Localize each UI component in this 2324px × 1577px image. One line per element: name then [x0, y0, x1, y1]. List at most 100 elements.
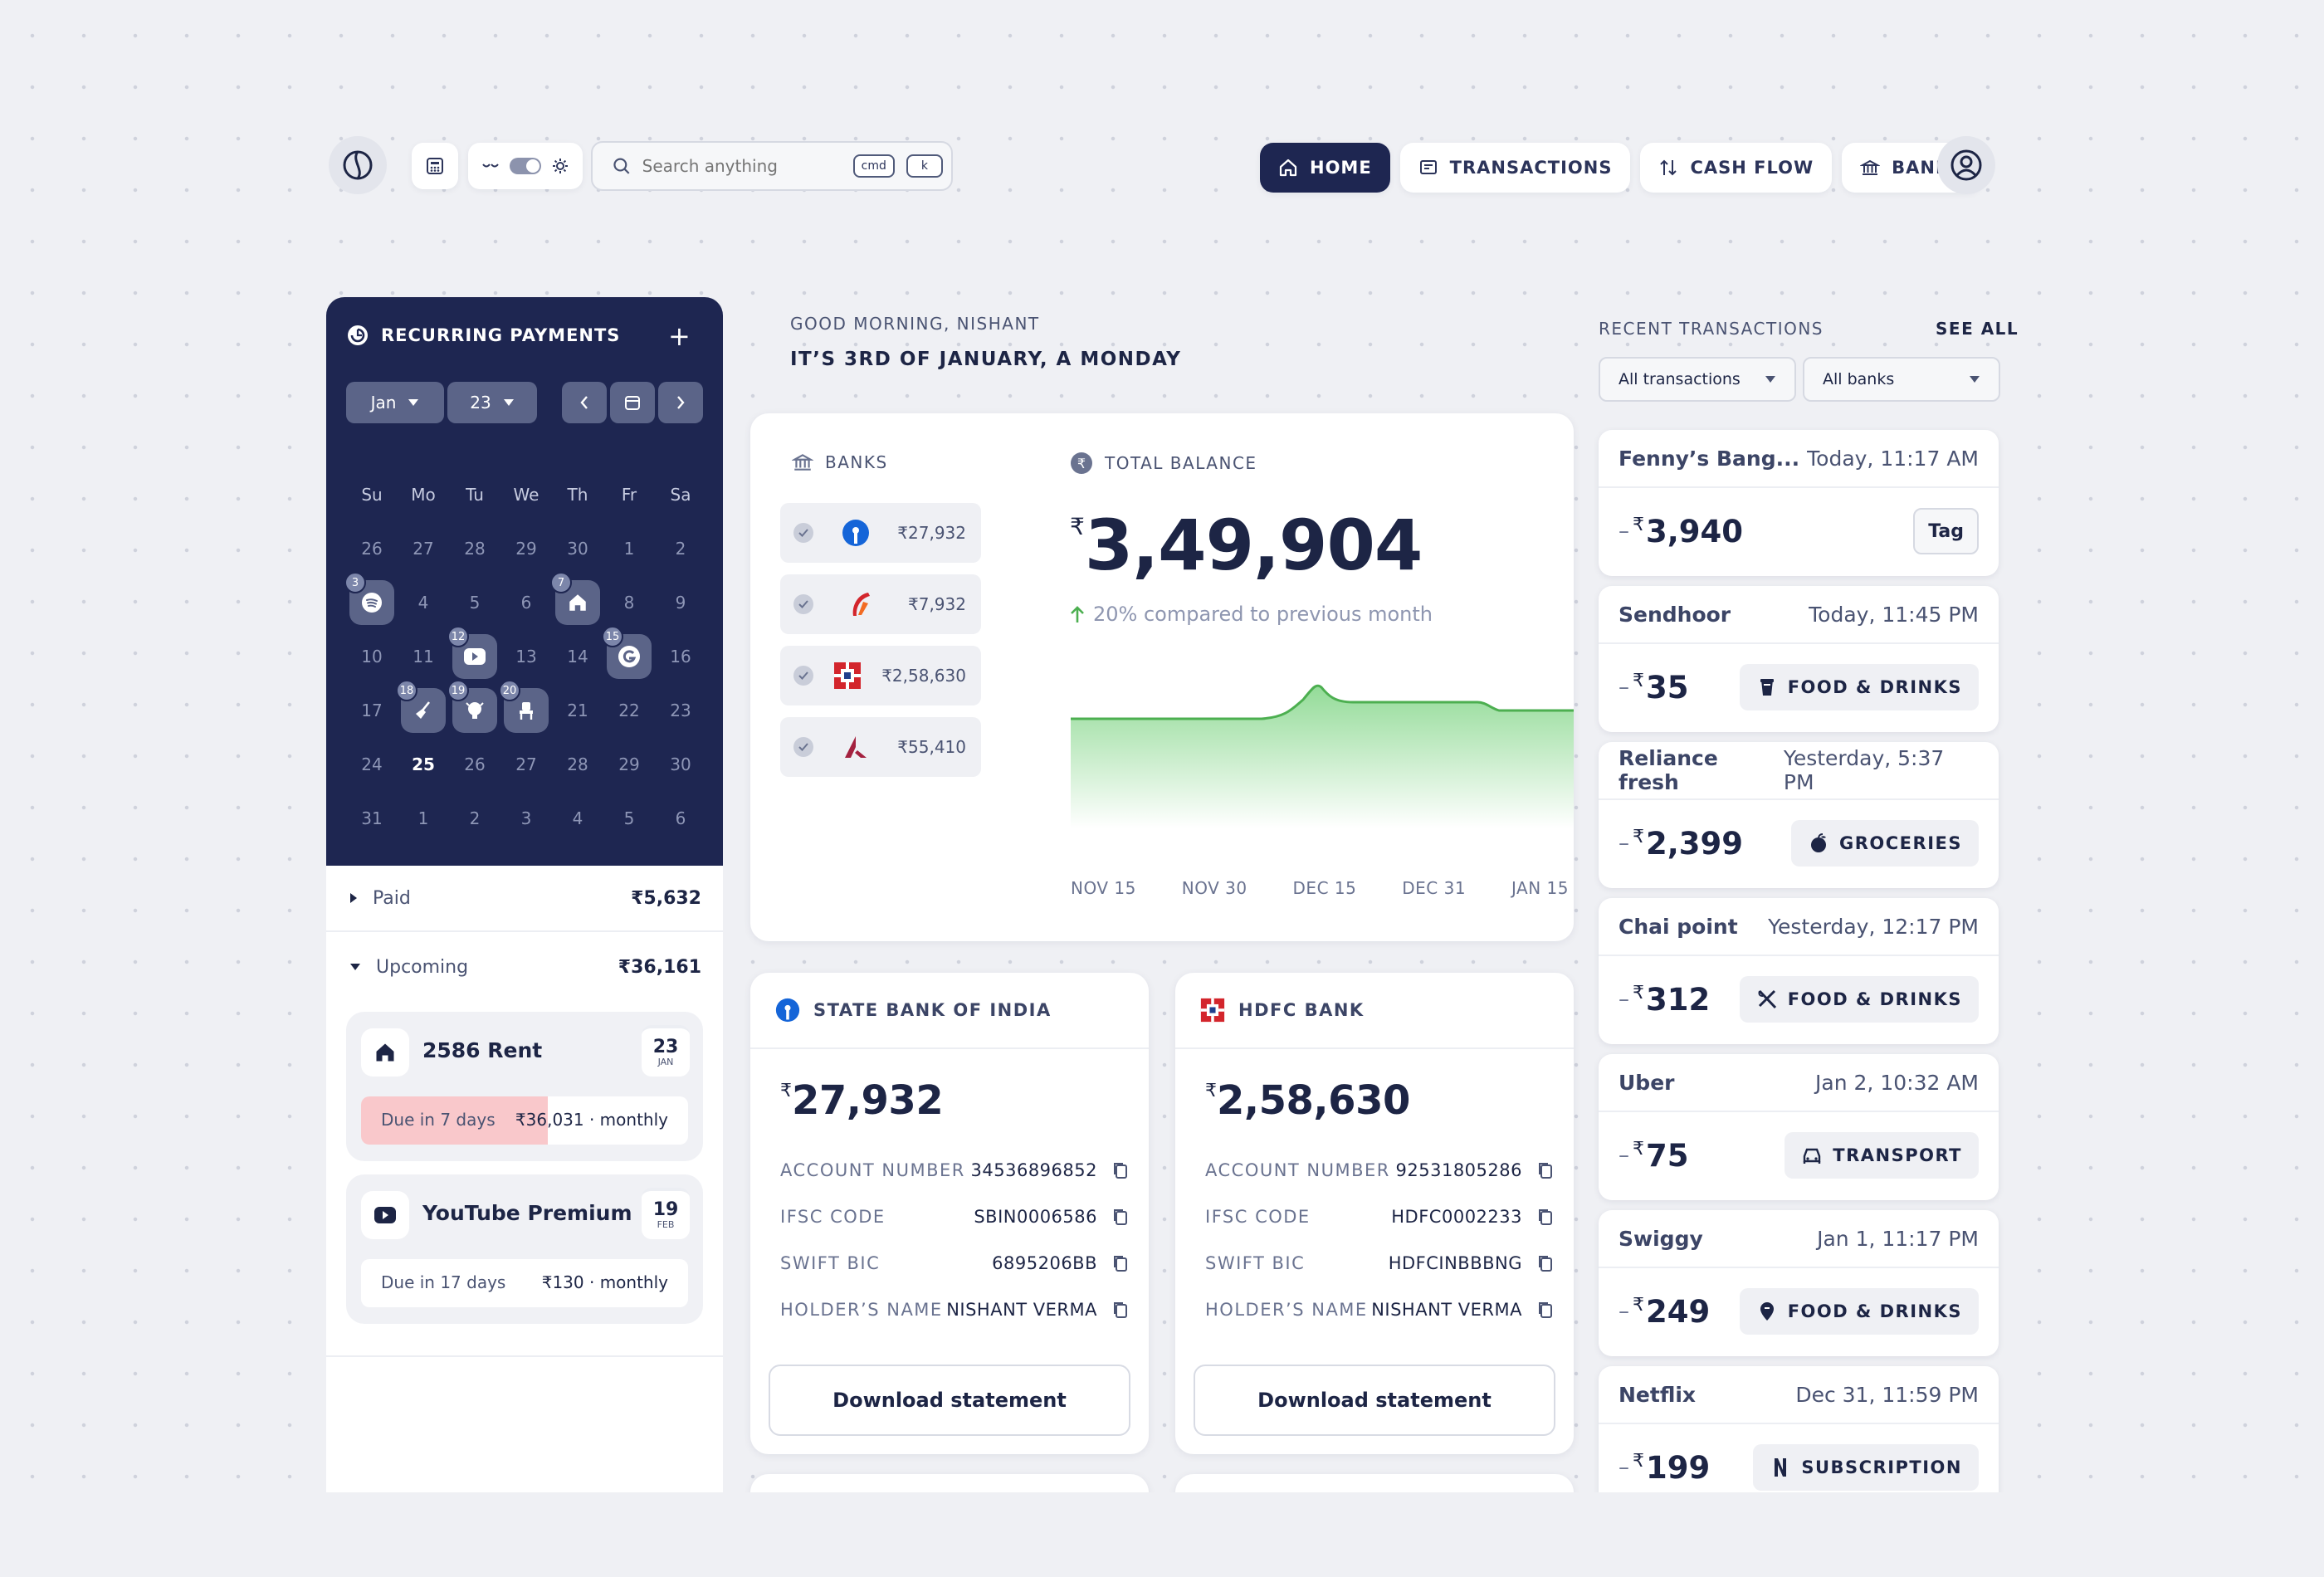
copy-icon[interactable] [1112, 1254, 1129, 1272]
category-tag[interactable]: TRANSPORT [1784, 1132, 1979, 1179]
calendar-event[interactable] [452, 633, 497, 679]
calendar-day[interactable]: 16 [670, 646, 691, 666]
category-tag[interactable]: FOOD & DRINKS [1739, 976, 1979, 1023]
calendar-day[interactable]: 3 [344, 572, 398, 629]
calendar-day[interactable]: 27 [515, 754, 537, 774]
category-tag[interactable]: FOOD & DRINKS [1739, 664, 1979, 710]
calendar-day[interactable]: 5 [623, 808, 635, 828]
calendar-day[interactable]: 22 [618, 700, 640, 720]
copy-icon[interactable] [1537, 1161, 1554, 1179]
calendar-day[interactable]: 7 [550, 572, 603, 629]
calendar-day[interactable]: 23 [670, 700, 691, 720]
transaction-name: Uber [1618, 1070, 1675, 1095]
copy-icon[interactable] [1537, 1301, 1554, 1319]
calendar-day[interactable]: 17 [361, 700, 383, 720]
add-recurring-button[interactable]: + [668, 320, 691, 352]
calendar-day[interactable]: 26 [361, 538, 383, 559]
category-tag[interactable]: SUBSCRIPTION [1753, 1444, 1979, 1491]
transaction-card[interactable]: Uber Jan 2, 10:32 AM – ₹75 TRANSPORT [1599, 1054, 1999, 1200]
download-statement-button[interactable]: Download statement [1194, 1365, 1555, 1436]
prev-month-button[interactable] [562, 382, 607, 423]
copy-icon[interactable] [1112, 1301, 1129, 1319]
calendar-day[interactable]: 20 [499, 680, 552, 737]
see-all-link[interactable]: SEE ALL [1936, 319, 2019, 339]
calendar-day[interactable]: 3 [520, 808, 532, 828]
calendar-day[interactable]: 25 [412, 754, 435, 774]
nav-home[interactable]: HOME [1260, 143, 1390, 193]
calendar-day[interactable]: 27 [413, 538, 434, 559]
month-select[interactable]: Jan [346, 382, 444, 423]
next-month-button[interactable] [658, 382, 703, 423]
transaction-card[interactable]: Swiggy Jan 1, 11:17 PM – ₹249 FOOD & DRINK… [1599, 1210, 1999, 1356]
nav-transactions[interactable]: TRANSACTIONS [1399, 143, 1631, 193]
paid-row[interactable]: Paid ₹5,632 [326, 866, 723, 932]
calendar-day[interactable]: 18 [396, 680, 449, 737]
transaction-card[interactable]: Netflix Dec 31, 11:59 PM – ₹199 SUBSCRIPTI… [1599, 1366, 1999, 1512]
bank-chip-2[interactable]: ₹7,932 [780, 574, 981, 634]
calendar-day[interactable]: 12 [447, 626, 500, 683]
calendar-day[interactable]: 8 [623, 592, 635, 613]
calendar-day[interactable]: 28 [464, 538, 486, 559]
calendar-day[interactable]: 4 [572, 808, 583, 828]
calendar-day[interactable]: 19 [447, 680, 500, 737]
calendar-today-button[interactable] [610, 382, 655, 423]
recurring-item-youtube[interactable]: YouTube Premium 19 FEB Due in 17 days ₹1… [346, 1174, 703, 1324]
year-select[interactable]: 23 [447, 382, 537, 423]
calendar-day[interactable]: 30 [567, 538, 588, 559]
category-tag[interactable]: GROCERIES [1791, 820, 1979, 867]
transaction-card[interactable]: Sendhoor Today, 11:45 PM – ₹35 FOOD & DRIN… [1599, 586, 1999, 732]
calendar-day[interactable]: 13 [515, 646, 537, 666]
copy-icon[interactable] [1537, 1208, 1554, 1226]
calendar-day[interactable]: 14 [567, 646, 588, 666]
copy-icon[interactable] [1112, 1208, 1129, 1226]
transaction-filter-select[interactable]: All transactions [1599, 357, 1796, 402]
calendar-day[interactable]: 28 [567, 754, 588, 774]
transaction-card[interactable]: Reliance fresh Yesterday, 5:37 PM – ₹2,399… [1599, 742, 1999, 888]
transaction-card[interactable]: Chai point Yesterday, 12:17 PM – ₹312 FOOD… [1599, 898, 1999, 1044]
transaction-card[interactable]: Fenny’s Bang... Today, 11:17 AM – ₹3,940 T… [1599, 430, 1999, 576]
account-row-key: IFSC CODE [1205, 1207, 1311, 1227]
calendar-day[interactable]: 1 [623, 538, 635, 559]
calendar-day[interactable]: 2 [675, 538, 686, 559]
calendar-day[interactable]: 15 [602, 626, 655, 683]
calendar-day[interactable]: 4 [417, 592, 429, 613]
theme-toggle[interactable] [468, 143, 583, 189]
profile-button[interactable] [1937, 136, 1995, 194]
bank-chip-hdfc[interactable]: ₹2,58,630 [780, 646, 981, 706]
calendar-day[interactable]: 5 [469, 592, 481, 613]
calendar-day[interactable]: 26 [464, 754, 486, 774]
search-bar[interactable]: cmd k [591, 141, 953, 191]
calendar-day[interactable]: 21 [567, 700, 588, 720]
calendar-day[interactable]: 6 [520, 592, 532, 613]
check-icon [793, 737, 813, 757]
app-logo[interactable] [329, 136, 387, 194]
add-tag-button[interactable]: Tag [1913, 508, 1979, 554]
calendar-day[interactable]: 1 [417, 808, 429, 828]
calendar-day[interactable]: 31 [361, 808, 383, 828]
toggle-switch[interactable] [510, 158, 541, 174]
bank-chip-sbi[interactable]: ₹27,932 [780, 503, 981, 563]
bank-filter-select[interactable]: All banks [1803, 357, 2000, 402]
calendar-day[interactable]: 9 [675, 592, 686, 613]
calendar-day[interactable]: 6 [675, 808, 686, 828]
category-tag[interactable]: FOOD & DRINKS [1739, 1288, 1979, 1335]
search-icon [613, 158, 630, 174]
calendar-day[interactable]: 11 [413, 646, 434, 666]
calendar-day[interactable]: 29 [515, 538, 537, 559]
search-input[interactable] [642, 156, 842, 176]
calendar-day[interactable]: 29 [618, 754, 640, 774]
recurring-item-rent[interactable]: 2586 Rent 23 JAN Due in 7 days ₹36,031 ·… [346, 1012, 703, 1161]
account-row-value: 34536896852 [970, 1160, 1097, 1180]
calendar-day[interactable]: 30 [670, 754, 691, 774]
account-row-value: SBIN0006586 [974, 1207, 1097, 1227]
copy-icon[interactable] [1537, 1254, 1554, 1272]
download-statement-button[interactable]: Download statement [769, 1365, 1130, 1436]
calendar-day[interactable]: 24 [361, 754, 383, 774]
calculator-button[interactable] [412, 143, 458, 189]
nav-cash-flow[interactable]: CASH FLOW [1640, 143, 1833, 193]
upcoming-row[interactable]: Upcoming ₹36,161 [326, 932, 723, 1002]
calendar-day[interactable]: 10 [361, 646, 383, 666]
calendar-day[interactable]: 2 [469, 808, 481, 828]
copy-icon[interactable] [1112, 1161, 1129, 1179]
bank-chip-axis[interactable]: ₹55,410 [780, 717, 981, 777]
